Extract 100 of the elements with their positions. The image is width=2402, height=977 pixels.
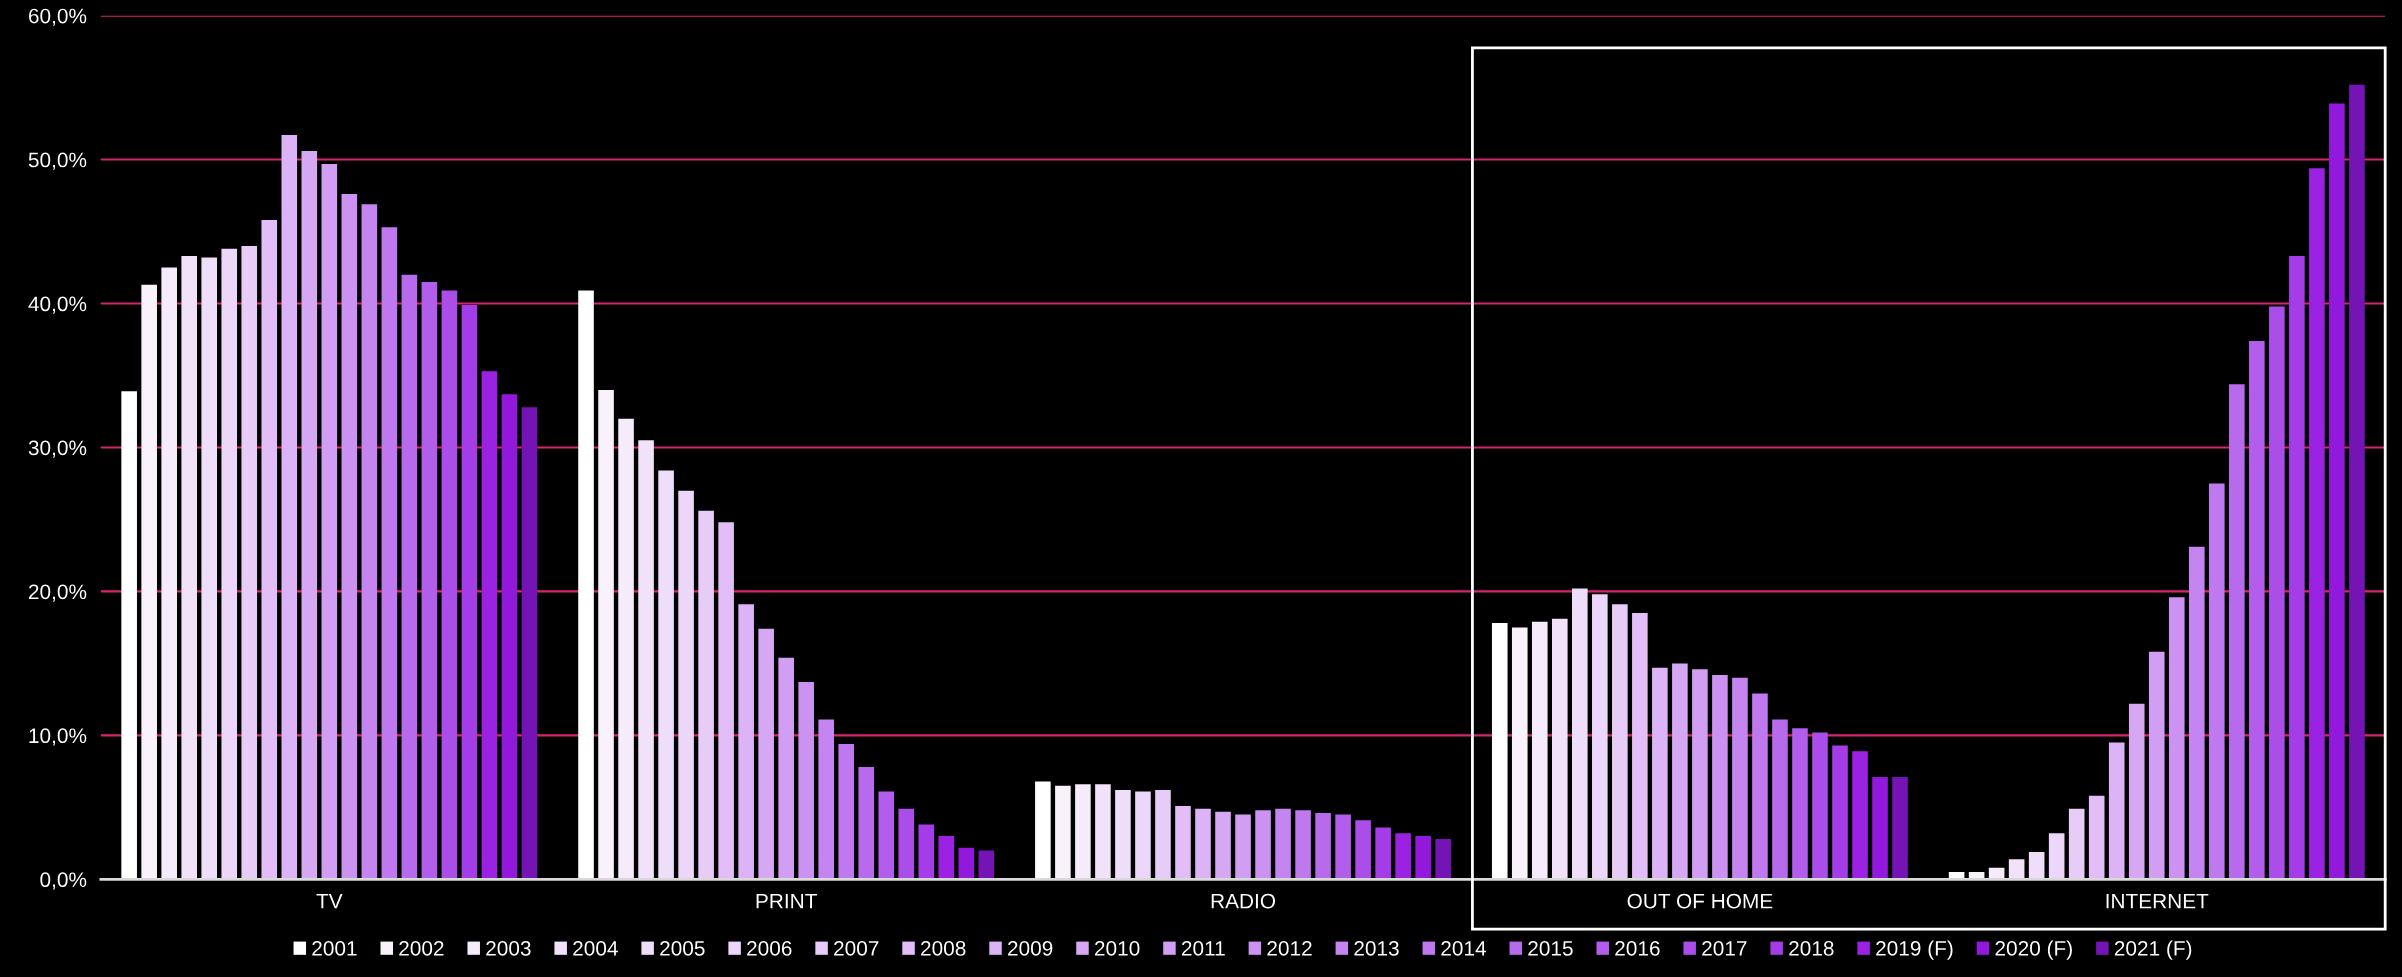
bar — [361, 204, 378, 880]
bar — [758, 628, 774, 880]
legend-label: 2016 — [1615, 941, 1660, 956]
bar — [818, 719, 835, 880]
bar — [2329, 103, 2345, 880]
bar — [1415, 836, 1431, 880]
bar — [718, 522, 734, 880]
bar — [241, 245, 258, 880]
y-tick-label: 0,0% — [40, 872, 87, 890]
y-tick-label: 30,0% — [28, 440, 87, 458]
bar — [1572, 588, 1588, 880]
legend-label: 2011 — [1181, 941, 1225, 956]
bar — [2349, 84, 2365, 880]
bar — [1672, 663, 1688, 880]
bar — [658, 470, 674, 880]
bar — [1335, 814, 1351, 880]
bar — [2249, 340, 2265, 880]
bar — [1491, 623, 1508, 880]
bar — [1592, 594, 1608, 880]
bar — [381, 227, 398, 880]
legend-label: 2004 — [573, 941, 618, 956]
bar — [1275, 808, 1291, 880]
x-tick-label: INTERNET — [2106, 893, 2209, 909]
bar — [1511, 627, 1528, 880]
y-tick-label: 50,0% — [28, 152, 87, 170]
bar — [1375, 827, 1391, 880]
x-tick-label: PRINT — [756, 893, 817, 909]
legend-label: 2012 — [1267, 941, 1312, 956]
bar — [441, 290, 458, 880]
bar — [401, 274, 418, 880]
legend-label: 2013 — [1354, 941, 1399, 956]
legend-label: 2005 — [660, 941, 705, 956]
bar — [321, 163, 338, 880]
bar — [1892, 777, 1908, 880]
bar — [141, 284, 157, 880]
bar — [1035, 781, 1051, 880]
legend-label: 2015 — [1528, 941, 1573, 956]
bar — [1355, 820, 1371, 880]
bar — [2008, 859, 2025, 880]
bar — [1832, 745, 1848, 880]
legend-label: 2009 — [1008, 941, 1053, 956]
y-tick-label: 40,0% — [28, 296, 87, 314]
bar — [2108, 742, 2125, 880]
bar — [161, 267, 177, 880]
bar — [1531, 621, 1548, 880]
legend-label: 2017 — [1702, 941, 1747, 956]
bar — [421, 281, 438, 880]
bar — [698, 510, 714, 880]
bar — [938, 836, 955, 880]
bar — [1435, 839, 1451, 880]
bar — [598, 389, 614, 880]
legend-label: 2001 — [312, 941, 357, 956]
bar — [2048, 833, 2065, 880]
legend-label: 2008 — [921, 941, 966, 956]
bar — [1295, 810, 1311, 880]
x-tick-label: TV — [316, 893, 343, 909]
bar — [1772, 719, 1788, 880]
bar — [2068, 808, 2085, 880]
bar — [1712, 674, 1728, 880]
bar — [1115, 790, 1131, 880]
bar — [1692, 669, 1708, 880]
bar — [481, 371, 498, 880]
bar — [1235, 814, 1251, 880]
legend-label: 2007 — [834, 941, 879, 956]
bar — [461, 304, 478, 880]
bar — [521, 407, 538, 880]
bar — [281, 135, 298, 880]
bar — [2188, 546, 2205, 880]
bar — [341, 194, 358, 880]
bar — [2148, 651, 2165, 880]
legend-label: 2020 (F) — [1995, 940, 2072, 960]
bar — [2208, 483, 2225, 880]
bar — [678, 490, 694, 880]
legend-label: 2019 (F) — [1876, 940, 1953, 960]
bar — [1551, 618, 1568, 880]
bar — [1812, 732, 1828, 880]
bar — [1175, 805, 1191, 880]
bar — [2168, 597, 2185, 880]
bar — [898, 808, 915, 880]
bar — [918, 824, 935, 880]
bar — [2088, 795, 2105, 880]
bar — [1792, 728, 1808, 880]
bar — [1872, 777, 1888, 880]
bar — [1732, 677, 1748, 880]
legend-label: 2021 (F) — [2114, 940, 2192, 960]
bar — [838, 743, 855, 880]
bar — [2269, 306, 2285, 880]
bar — [221, 248, 238, 880]
bar — [2309, 168, 2325, 880]
bar — [1632, 613, 1648, 880]
bar — [1155, 790, 1171, 880]
bar — [121, 391, 137, 880]
y-tick-label: 60,0% — [28, 8, 87, 26]
x-tick-label: RADIO — [1211, 893, 1276, 909]
bar — [778, 657, 794, 880]
bar — [1095, 784, 1111, 880]
bar — [958, 847, 975, 880]
bar — [638, 440, 654, 880]
bar — [738, 604, 754, 880]
bar — [1395, 833, 1411, 880]
